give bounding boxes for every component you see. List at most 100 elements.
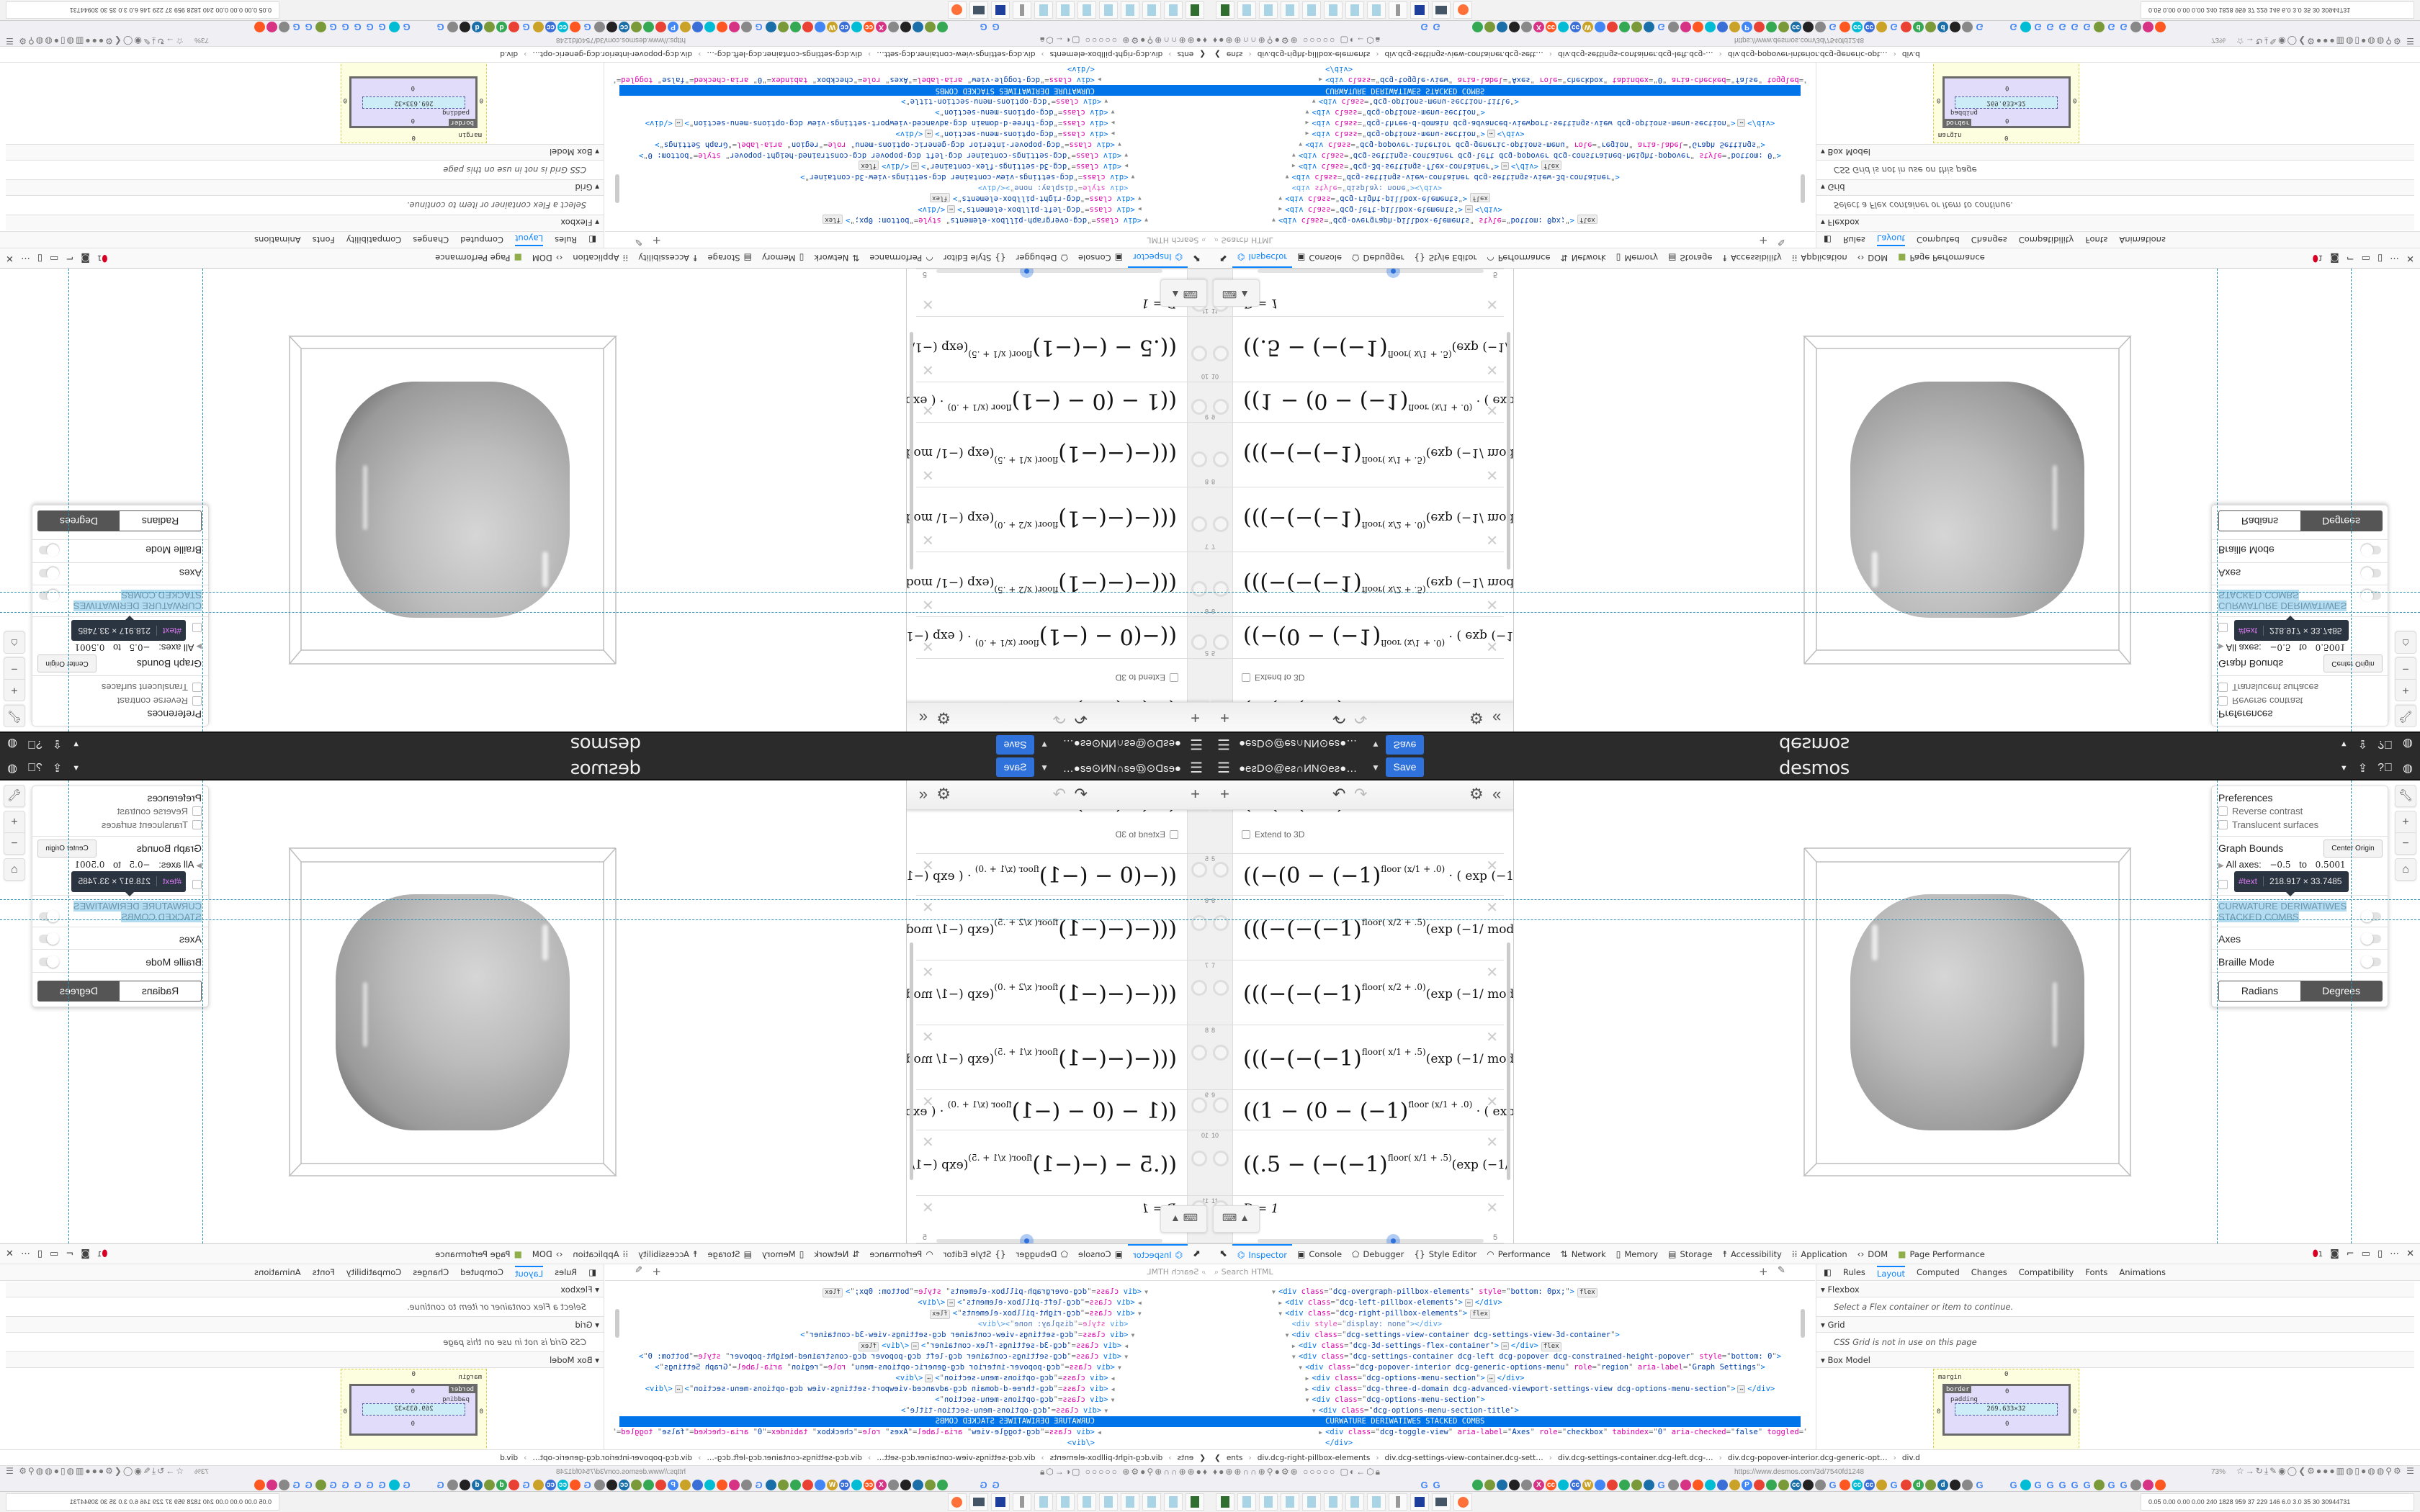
bookmark[interactable] bbox=[778, 1479, 789, 1490]
bookmark[interactable]: G bbox=[1976, 22, 1984, 33]
terminal-icon[interactable] bbox=[1186, 1, 1204, 19]
grid-section-header[interactable]: ▾ Grid bbox=[1816, 1317, 2414, 1333]
expression-math[interactable]: (((−(−(−1)floor( x/2 + .5)(exp (−1/ mod(… bbox=[906, 917, 1177, 942]
bookmark[interactable]: cc bbox=[545, 22, 556, 33]
surface-3d[interactable] bbox=[1850, 894, 2084, 1130]
color-toggle-icon[interactable] bbox=[1191, 980, 1207, 996]
keyboard-toggle-button[interactable]: ⌨ ▲ bbox=[1160, 279, 1207, 307]
twisty-icon[interactable]: ▼ bbox=[1124, 1354, 1129, 1360]
bookmark[interactable]: G bbox=[2083, 1479, 2091, 1490]
bookmark[interactable] bbox=[1497, 1479, 1507, 1490]
color-toggle-icon[interactable] bbox=[1191, 581, 1207, 597]
notepad-icon[interactable] bbox=[1367, 1, 1386, 19]
delete-expression-icon[interactable]: ✕ bbox=[1486, 1030, 1498, 1045]
bookmark[interactable]: cc bbox=[864, 22, 874, 33]
ellipsis-button[interactable]: ⋯ bbox=[947, 205, 956, 213]
bookmark[interactable]: G bbox=[1657, 1479, 1665, 1490]
bookmark[interactable]: X bbox=[876, 22, 887, 33]
terminal-icon[interactable] bbox=[1186, 1493, 1204, 1511]
slider-d[interactable] bbox=[936, 269, 1162, 278]
account-name[interactable]: ●eƨD⊙@eƨ∩ИN⊙eƨ●… bbox=[1239, 762, 1358, 775]
checkbox-icon[interactable] bbox=[1242, 830, 1250, 839]
devtools-tab-accessibility[interactable]: ☨ Accessibility bbox=[633, 248, 702, 269]
extension-icons[interactable]: ♦●⊕⊕∩∩⊕⚲●⚙⊕ ○○○○○ ▢◐←⬡🔒︎ bbox=[1213, 1467, 1381, 1477]
bookmark[interactable]: d bbox=[1937, 1479, 1948, 1490]
axes-toggle[interactable] bbox=[39, 935, 58, 943]
bookmark[interactable]: cc bbox=[1546, 22, 1556, 33]
keyboard-toggle-button[interactable]: ⌨ ▲ bbox=[1160, 1205, 1207, 1233]
markup-line[interactable]: CURWATURE DERIWATIWES STACKED COMBS bbox=[1210, 85, 1801, 96]
expression-scrollbar[interactable] bbox=[1507, 332, 1510, 570]
bookmark[interactable] bbox=[1876, 1479, 1887, 1490]
bookmark[interactable] bbox=[460, 1479, 470, 1490]
toolbar-icons[interactable]: ☆→↻⤓✎◉◯❮⚙●●●▥◍▯●◍◍⚲⚙ ☰ bbox=[4, 1466, 184, 1476]
notepad-icon[interactable] bbox=[1302, 1493, 1321, 1511]
expression-math[interactable]: (((−(−(−1)floor( x/2 + .0)(exp (−1/ mod(… bbox=[1243, 981, 1513, 1007]
twisty-icon[interactable]: ▶ bbox=[1305, 120, 1309, 126]
sidebar-toggle-icon[interactable]: ◧ bbox=[1824, 1267, 1832, 1277]
sidebar-tab-rules[interactable]: Rules bbox=[555, 235, 578, 245]
expression-row[interactable]: 7 ✕ (((−(−(−1)floor( x/2 + .0)(exp (−1/ mo… bbox=[906, 960, 1210, 1025]
ellipsis-button[interactable]: ⋯ bbox=[1487, 1374, 1495, 1382]
devtools-tab-debugger[interactable]: ⬠ Debugger bbox=[1011, 1244, 1073, 1264]
bookmark[interactable] bbox=[1754, 1479, 1765, 1490]
toolbar-icons[interactable]: ☆→↻⤓✎◉◯❮⚙●●●▥◍▯●◍◍⚲⚙ ☰ bbox=[2236, 1466, 2416, 1476]
bookmark[interactable] bbox=[815, 22, 825, 33]
color-toggle-icon[interactable] bbox=[1213, 862, 1229, 878]
devtools-tab-style-editor[interactable]: {} Style Editor bbox=[1409, 248, 1482, 269]
markup-line[interactable]: ▶<div class="dcg-options-menu-section">⋯… bbox=[619, 128, 1210, 139]
wrench-icon[interactable]: 🔧︎ bbox=[2395, 785, 2416, 807]
markup-scrollbar[interactable] bbox=[615, 1309, 619, 1338]
bookmark[interactable]: G bbox=[1420, 22, 1428, 33]
bookmark[interactable] bbox=[1815, 22, 1826, 33]
bookmark[interactable] bbox=[1766, 22, 1777, 33]
devtools-tab-style-editor[interactable]: {} Style Editor bbox=[938, 1244, 1011, 1264]
bookmark[interactable] bbox=[692, 22, 703, 33]
delete-expression-icon[interactable]: ✕ bbox=[922, 531, 934, 547]
bookmark[interactable] bbox=[680, 1479, 691, 1490]
bookmark[interactable]: cc bbox=[1791, 22, 1801, 33]
ellipsis-button[interactable]: ⋯ bbox=[1737, 119, 1746, 127]
bookmark[interactable] bbox=[1521, 1479, 1532, 1490]
notepad-icon[interactable] bbox=[1142, 1493, 1161, 1511]
twisty-icon[interactable]: ▶ bbox=[1319, 1429, 1322, 1436]
notepad-icon[interactable] bbox=[1259, 1493, 1278, 1511]
bookmark[interactable]: cc bbox=[839, 22, 850, 33]
braille-mode-toggle[interactable] bbox=[39, 546, 58, 554]
twisty-icon[interactable]: ▶ bbox=[1291, 163, 1296, 169]
redo-icon[interactable]: ↷ bbox=[1052, 785, 1066, 803]
bookmark[interactable] bbox=[631, 22, 642, 33]
bookmark[interactable] bbox=[606, 1479, 617, 1490]
sidebar-tab-fonts[interactable]: Fonts bbox=[2085, 1267, 2108, 1277]
all-axes-row[interactable]: ▶ All axes: −0.5 to 0.5001 bbox=[2218, 642, 2381, 653]
margin-top-value[interactable]: 0 bbox=[2004, 1371, 2009, 1378]
menu-icon[interactable]: ☰ bbox=[1217, 736, 1230, 752]
delete-expression-icon[interactable]: ✕ bbox=[1486, 531, 1498, 547]
sidebar-tab-computed[interactable]: Computed bbox=[1917, 1267, 1960, 1277]
devtools-tab-console[interactable]: ▣ Console bbox=[1292, 1244, 1347, 1264]
notepad-icon[interactable] bbox=[1281, 1493, 1299, 1511]
markup-line[interactable]: ▼<div class="dcg-popover-interior dcg-ge… bbox=[619, 139, 1210, 150]
bookmark[interactable] bbox=[1839, 22, 1850, 33]
sidebar-tab-layout[interactable]: Layout bbox=[1876, 1266, 1905, 1279]
markup-line[interactable]: </div> bbox=[1210, 63, 1801, 74]
degrees-button[interactable]: Degrees bbox=[2300, 981, 2382, 1001]
help-icon[interactable]: ?⃝ bbox=[2378, 762, 2393, 774]
globe-icon[interactable]: ◍ bbox=[2403, 762, 2413, 775]
markup-line[interactable]: ▶<div class="dcg-three-d-domain dcg-adva… bbox=[1210, 117, 1801, 128]
reverse-contrast-checkbox[interactable]: Reverse contrast bbox=[39, 696, 202, 706]
axes-toggle[interactable] bbox=[39, 569, 58, 577]
bookmark[interactable] bbox=[655, 1479, 666, 1490]
breadcrumb-item[interactable]: div.dcg-right-pillbox-elements bbox=[1049, 1453, 1163, 1462]
floppy-icon[interactable] bbox=[1410, 1, 1429, 19]
add-node-icon[interactable]: + bbox=[1759, 234, 1768, 247]
bookmark[interactable]: cc bbox=[1852, 1479, 1863, 1490]
bookmark[interactable]: G bbox=[378, 22, 386, 33]
save-button[interactable]: Save bbox=[1386, 757, 1424, 777]
bookmark[interactable]: G bbox=[2058, 1479, 2066, 1490]
caret-down-icon[interactable]: ▼ bbox=[72, 739, 81, 748]
responsive-design-icon[interactable]: ▯ bbox=[2377, 253, 2383, 264]
bookmark[interactable] bbox=[570, 1479, 581, 1490]
bookmark[interactable]: G bbox=[1829, 1479, 1837, 1490]
element-picker-icon[interactable]: ⬉ bbox=[1193, 1248, 1201, 1259]
